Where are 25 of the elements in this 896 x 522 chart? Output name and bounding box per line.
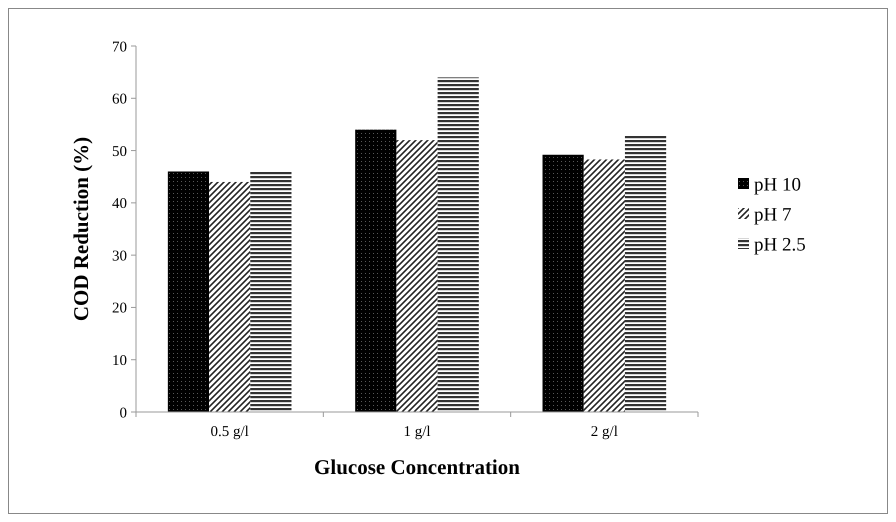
y-tick-label: 30 — [112, 248, 127, 264]
bar — [584, 159, 625, 412]
x-tick-label: 2 g/l — [590, 424, 618, 440]
legend-label: pH 2.5 — [754, 234, 806, 256]
bar — [209, 182, 250, 412]
legend-label: pH 7 — [754, 204, 792, 226]
x-axis-title: Glucose Concentration — [314, 455, 520, 479]
y-tick-label: 20 — [112, 300, 127, 317]
bar — [168, 171, 210, 412]
bar — [438, 77, 479, 412]
y-tick-label: 70 — [112, 39, 127, 56]
legend-label: pH 10 — [754, 174, 801, 196]
y-tick-label: 10 — [112, 352, 127, 369]
bar — [396, 140, 438, 412]
y-axis-title: COD Reduction (%) — [69, 136, 93, 322]
bar — [355, 130, 396, 412]
x-tick-label: 0.5 g/l — [210, 424, 249, 440]
bar — [250, 171, 292, 412]
y-tick-label: 0 — [120, 405, 127, 422]
y-tick-label: 50 — [112, 144, 127, 160]
bar — [624, 134, 666, 412]
y-tick-label: 60 — [112, 92, 127, 108]
y-tick-label: 40 — [112, 196, 127, 212]
x-tick-label: 1 g/l — [403, 424, 431, 440]
bar — [542, 154, 584, 412]
